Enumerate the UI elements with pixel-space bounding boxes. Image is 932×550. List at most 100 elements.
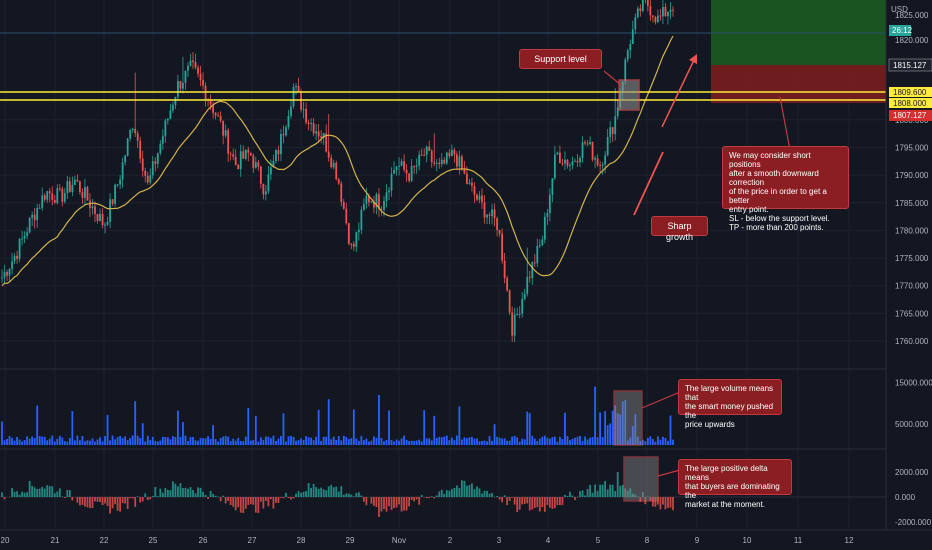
candle-body: [639, 8, 642, 11]
volume-bar: [189, 437, 192, 445]
delta-bar: [347, 493, 350, 497]
candle-body: [455, 154, 458, 167]
time-tick-label: 25: [149, 536, 158, 545]
volume-bar: [646, 437, 649, 445]
delta-bar: [141, 497, 144, 502]
sharp-growth-callout[interactable]: Sharp growth: [651, 216, 708, 242]
candle-body: [443, 159, 446, 164]
candle-body: [174, 96, 177, 105]
delta-bar: [591, 492, 594, 497]
volume-bar: [599, 412, 602, 445]
delta-bar: [332, 487, 335, 497]
delta-bar: [541, 497, 544, 508]
price-tick-label: 1770.000: [895, 282, 929, 291]
delta-bar: [584, 495, 586, 497]
volume-bar: [375, 437, 378, 445]
delta-bar: [413, 497, 416, 502]
delta-bar: [420, 494, 423, 497]
candle-body: [440, 159, 443, 165]
time-tick-label: 20: [1, 536, 10, 545]
candle-body: [345, 208, 348, 224]
volume-bar: [94, 441, 96, 445]
candle-body: [109, 199, 111, 222]
volume-callout[interactable]: The large volume means that the smart mo…: [678, 379, 782, 429]
volume-bar: [584, 436, 586, 445]
volume-bar: [48, 438, 51, 445]
volume-bar: [61, 437, 64, 445]
delta-bar: [471, 483, 473, 497]
delta-callout[interactable]: The large positive delta means that buye…: [678, 459, 792, 509]
delta-bar: [559, 497, 561, 506]
candle-body: [370, 201, 373, 203]
candle-body: [460, 156, 463, 170]
delta-bar: [659, 497, 662, 510]
candle-body: [28, 217, 31, 233]
stop-price-badge: [889, 110, 932, 121]
delta-bar: [174, 483, 177, 497]
volume-bar: [270, 438, 272, 445]
candle-body: [124, 155, 127, 163]
delta-bar: [599, 484, 602, 497]
volume-bar: [342, 435, 345, 445]
volume-bar: [302, 440, 305, 445]
candle-body: [332, 162, 335, 168]
delta-bar: [177, 486, 179, 497]
delta-bar: [606, 489, 609, 497]
candle-body: [151, 161, 154, 176]
delta-bar: [443, 493, 446, 497]
candle-body: [51, 193, 54, 200]
delta-bar: [440, 489, 443, 497]
candle-body: [579, 157, 581, 163]
candle-body: [596, 158, 599, 166]
time-tick-label: 21: [51, 536, 60, 545]
candle-body: [270, 167, 272, 175]
strategy-callout[interactable]: We may consider short positions after a …: [722, 146, 849, 232]
support-level-callout[interactable]: Support level: [519, 49, 602, 69]
delta-bar: [23, 492, 26, 497]
candle-body: [435, 162, 438, 164]
delta-bar: [81, 497, 84, 505]
price-tick-label: 1775.000: [895, 254, 929, 263]
volume-bar: [493, 424, 496, 445]
delta-bar: [121, 497, 124, 504]
volume-bar: [174, 436, 177, 445]
delta-bar: [481, 493, 483, 497]
delta-bar: [390, 497, 393, 510]
volume-bar: [272, 435, 275, 445]
candle-body: [360, 209, 363, 230]
volume-bar: [506, 440, 509, 445]
volume-bar: [104, 436, 106, 445]
candle-body: [362, 203, 365, 210]
delta-bar: [604, 480, 607, 497]
time-axis[interactable]: 20 21 22 25 26 27 28 29 Nov 2 3 4 5 8 9 10 11 12: [1, 536, 854, 545]
volume-bar: [508, 440, 511, 445]
volume-bar: [428, 438, 431, 445]
candle-body: [604, 155, 607, 165]
delta-bar: [548, 497, 551, 508]
delta-bar: [561, 497, 564, 506]
delta-bar: [63, 497, 66, 498]
volume-bar: [259, 437, 262, 445]
volume-bar: [131, 435, 134, 445]
candle-body: [31, 214, 34, 218]
candle-body: [614, 116, 617, 135]
candle-body: [667, 11, 669, 17]
stop-loss-zone: [711, 65, 886, 103]
delta-bar: [335, 486, 338, 497]
candle-body: [458, 156, 461, 167]
delta-bar: [16, 491, 18, 497]
candle-body: [528, 277, 531, 279]
volume-bar: [423, 410, 426, 445]
volume-bar: [184, 435, 187, 445]
delta-bar: [302, 491, 305, 497]
volume-bar: [267, 436, 270, 445]
candle-body: [315, 131, 318, 134]
volume-tick-label: 15000.000: [895, 379, 932, 388]
candle-body: [350, 243, 353, 245]
volume-bar: [380, 437, 383, 445]
candle-body: [430, 150, 433, 163]
candle-body: [234, 156, 237, 165]
delta-bar: [385, 497, 388, 512]
delta-bar: [114, 497, 116, 505]
